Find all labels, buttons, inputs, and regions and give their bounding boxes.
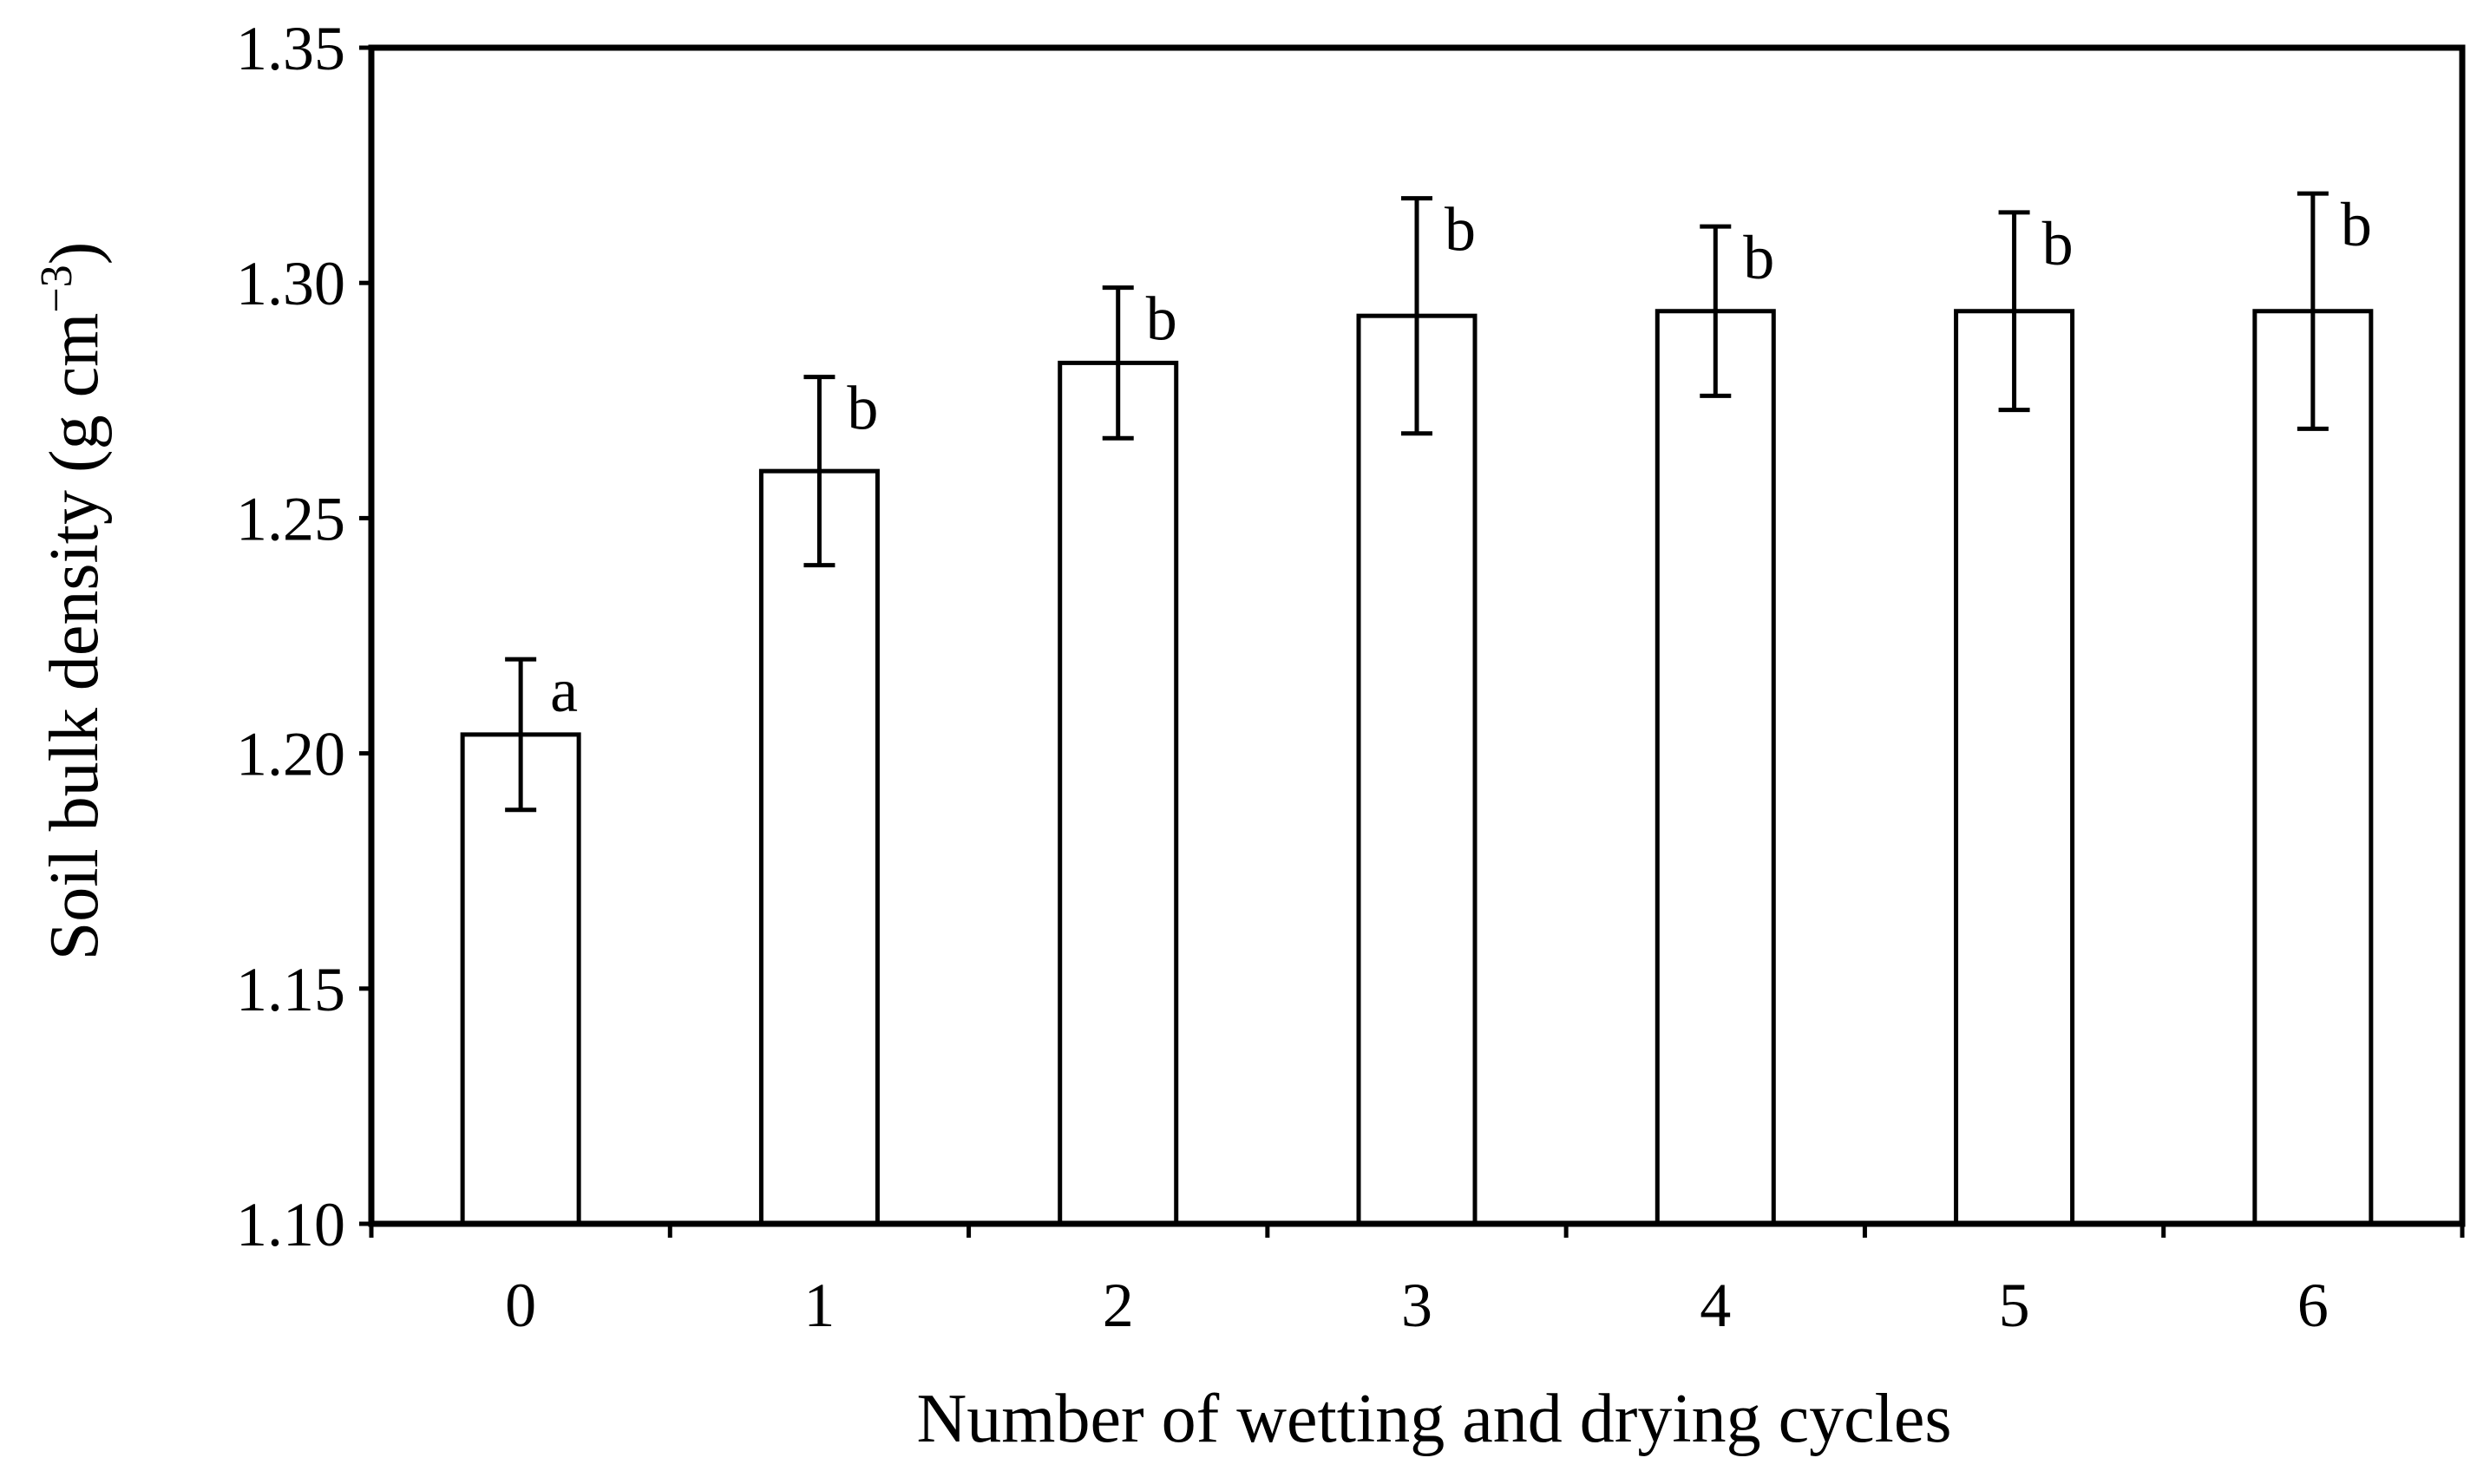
x-tick-label-6: 6 bbox=[2297, 1271, 2329, 1340]
x-tick-label-4: 4 bbox=[1700, 1271, 1731, 1340]
significance-labels-layer: a b b b b b b bbox=[550, 190, 2372, 725]
x-axis-title: Number of wetting and drying cycles bbox=[916, 1381, 1951, 1457]
bar-6 bbox=[2252, 309, 2374, 1226]
axes-layer: 1.10 1.15 1.20 1.25 1.30 1.35 0 1 2 3 4 5 6 bbox=[236, 14, 2466, 1340]
x-tick-label-1: 1 bbox=[803, 1271, 835, 1340]
y-tick-label-1.20: 1.20 bbox=[236, 720, 345, 789]
bar-1 bbox=[758, 468, 880, 1226]
significance-label-6: b bbox=[2341, 190, 2372, 259]
x-tick-label-3: 3 bbox=[1401, 1271, 1432, 1340]
y-tick-label-1.15: 1.15 bbox=[236, 955, 345, 1024]
x-tick-label-5: 5 bbox=[1999, 1271, 2030, 1340]
bar-3 bbox=[1356, 313, 1478, 1226]
significance-label-5: b bbox=[2042, 209, 2074, 278]
significance-label-4: b bbox=[1743, 223, 1774, 292]
x-tick-label-0: 0 bbox=[505, 1271, 536, 1340]
y-axis-title: Soil bulk density (g cm−3) bbox=[32, 242, 113, 961]
bar-0 bbox=[460, 732, 581, 1226]
y-tick-label-1.25: 1.25 bbox=[236, 484, 345, 553]
significance-label-0: a bbox=[550, 656, 578, 725]
y-tick-label-1.10: 1.10 bbox=[236, 1190, 345, 1259]
error-bars-layer bbox=[505, 191, 2329, 813]
significance-label-1: b bbox=[847, 374, 878, 443]
bar-5 bbox=[1954, 309, 2075, 1226]
significance-label-3: b bbox=[1445, 195, 1476, 265]
y-tick-label-1.30: 1.30 bbox=[236, 249, 345, 318]
plot-frame bbox=[368, 44, 2466, 1227]
x-tick-label-2: 2 bbox=[1103, 1271, 1134, 1340]
y-axis-title-superscript: −3 bbox=[32, 265, 82, 312]
significance-label-2: b bbox=[1146, 284, 1177, 354]
y-axis-title-close: ) bbox=[36, 242, 113, 265]
y-tick-label-1.35: 1.35 bbox=[236, 14, 345, 83]
y-axis-title-main: Soil bulk density (g cm bbox=[36, 313, 113, 961]
bars-layer bbox=[460, 309, 2374, 1226]
bar-4 bbox=[1655, 309, 1776, 1226]
bar-2 bbox=[1058, 360, 1179, 1226]
